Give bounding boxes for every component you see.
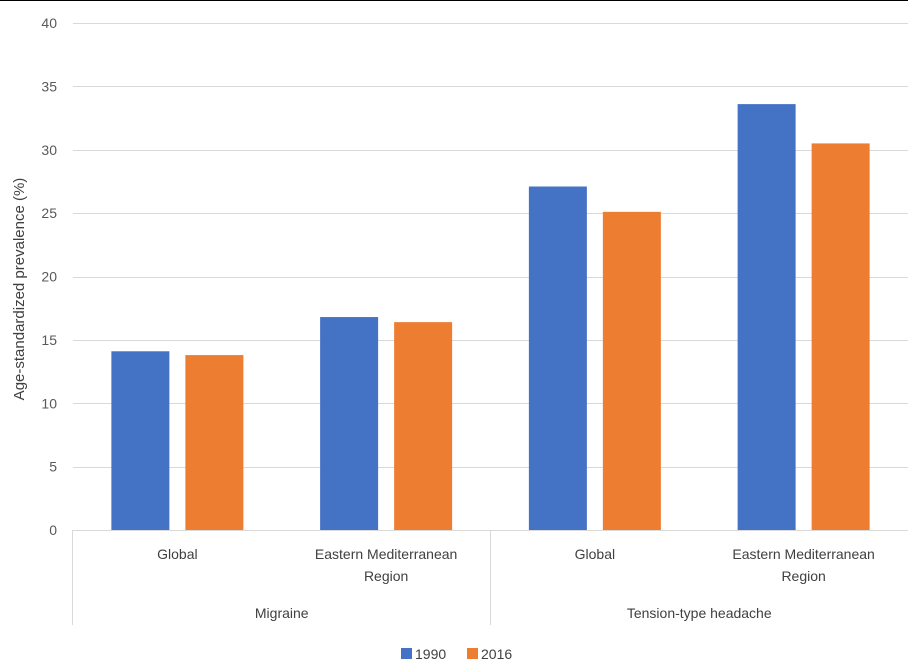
bar-2016 — [185, 355, 244, 530]
bar-1990 — [528, 186, 587, 530]
y-tick-label: 30 — [41, 142, 57, 158]
x-category-label: Region — [364, 568, 408, 584]
y-tick-label: 10 — [41, 395, 57, 411]
y-tick-label: 25 — [41, 205, 57, 221]
bar-1990 — [111, 351, 170, 530]
bar-2016 — [394, 322, 453, 530]
x-category-label: Global — [157, 546, 197, 562]
x-category-label: Region — [781, 568, 825, 584]
x-category-label: Global — [575, 546, 615, 562]
legend: 1990 2016 — [401, 646, 512, 660]
x-axis: Global Eastern Mediterranean Region Migrain… — [72, 530, 908, 625]
y-tick-label: 0 — [49, 522, 57, 538]
y-tick-label: 5 — [49, 459, 57, 475]
bar-2016 — [602, 211, 661, 531]
y-tick-label: 15 — [41, 332, 57, 348]
x-category-label: Eastern Mediterranean — [315, 546, 457, 562]
legend-label: 2016 — [481, 646, 512, 660]
legend-label: 1990 — [415, 646, 446, 660]
x-category-label: Eastern Mediterranean — [732, 546, 874, 562]
y-axis-ticks: 0 5 10 15 20 25 30 35 40 — [41, 15, 57, 538]
legend-swatch-1990 — [401, 648, 412, 659]
bar-1990 — [737, 104, 796, 531]
y-axis-label: Age-standardized prevalence (%) — [11, 178, 28, 401]
legend-swatch-2016 — [467, 648, 478, 659]
bar-1990 — [320, 317, 379, 530]
y-tick-label: 35 — [41, 78, 57, 94]
x-group-label: Migraine — [255, 605, 309, 621]
x-group-label: Tension-type headache — [627, 605, 772, 621]
bar-2016 — [811, 143, 870, 530]
y-tick-label: 20 — [41, 269, 57, 285]
bars — [111, 104, 870, 531]
y-tick-label: 40 — [41, 15, 57, 31]
